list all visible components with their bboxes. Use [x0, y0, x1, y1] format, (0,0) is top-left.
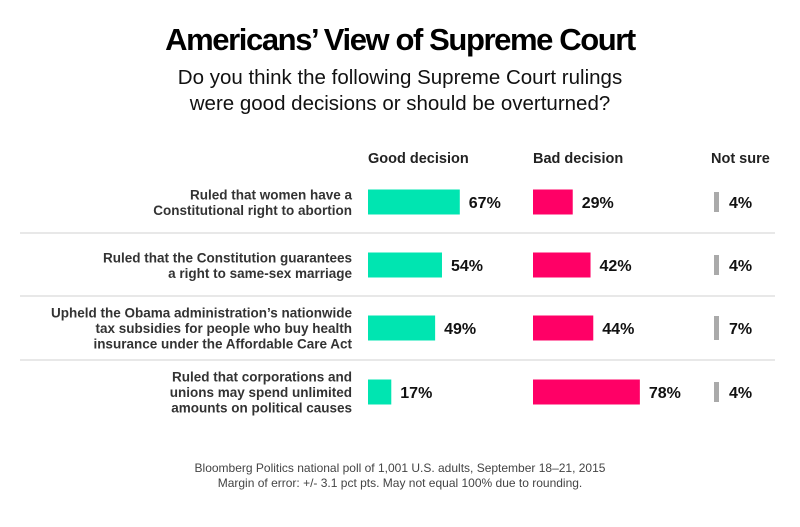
- data-label-good: 17%: [400, 385, 432, 402]
- data-label-good: 49%: [444, 321, 476, 338]
- margin-of-error-note: Margin of error: +/- 3.1 pct pts. May no…: [217, 476, 583, 490]
- column-header-not-sure: Not sure: [711, 151, 770, 167]
- category-label: Upheld the Obama administration’s nation…: [51, 306, 353, 321]
- bar-good: [368, 379, 392, 405]
- chart-subtitle-line-1: Do you think the following Supreme Court…: [177, 66, 623, 89]
- data-label-bad: 78%: [649, 385, 681, 402]
- bar-good: [368, 189, 460, 215]
- bar-not-sure: [714, 192, 719, 212]
- data-label-not-sure: 4%: [729, 258, 752, 275]
- data-label-not-sure: 4%: [729, 195, 752, 212]
- bar-good: [368, 252, 442, 278]
- category-label: unions may spend unlimited: [170, 385, 352, 400]
- bar-not-sure: [714, 255, 719, 275]
- data-label-bad: 42%: [600, 258, 632, 275]
- bar-not-sure: [714, 382, 719, 402]
- data-label-bad: 44%: [602, 321, 634, 338]
- category-label: a right to same-sex marriage: [168, 266, 352, 281]
- category-label: amounts on political causes: [171, 401, 352, 416]
- data-label-not-sure: 7%: [729, 321, 752, 338]
- data-label-good: 54%: [451, 258, 483, 275]
- category-label: Ruled that the Constitution guarantees: [103, 250, 352, 265]
- category-label: insurance under the Affordable Care Act: [93, 337, 352, 352]
- category-label: Constitutional right to abortion: [153, 203, 352, 218]
- bar-bad: [533, 315, 594, 341]
- bar-bad: [533, 189, 573, 215]
- chart-title: Americans’ View of Supreme Court: [165, 22, 636, 57]
- chart-subtitle-line-2: were good decisions or should be overtur…: [189, 92, 611, 115]
- bar-bad: [533, 252, 591, 278]
- data-label-not-sure: 4%: [729, 385, 752, 402]
- bar-bad: [533, 379, 640, 405]
- column-header-bad: Bad decision: [533, 151, 624, 167]
- bar-not-sure: [714, 316, 719, 340]
- data-label-good: 67%: [469, 195, 501, 212]
- category-label: Ruled that corporations and: [172, 370, 352, 385]
- category-label: tax subsidies for people who buy health: [95, 321, 352, 336]
- column-header-good: Good decision: [368, 151, 469, 167]
- bar-good: [368, 315, 436, 341]
- data-label-bad: 29%: [582, 195, 614, 212]
- category-label: Ruled that women have a: [190, 187, 353, 202]
- source-note: Bloomberg Politics national poll of 1,00…: [194, 461, 606, 475]
